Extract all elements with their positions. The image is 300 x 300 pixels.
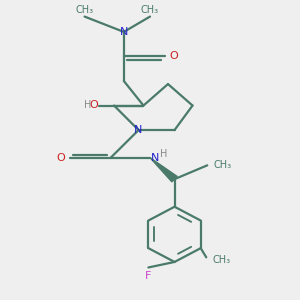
Text: H: H <box>160 149 167 159</box>
Text: O: O <box>169 52 178 61</box>
Text: CH₃: CH₃ <box>141 5 159 15</box>
Text: O: O <box>89 100 98 110</box>
Polygon shape <box>150 158 177 182</box>
Text: H: H <box>84 100 91 110</box>
Text: N: N <box>120 27 128 37</box>
Text: CH₃: CH₃ <box>76 5 94 15</box>
Text: N: N <box>134 125 143 135</box>
Text: O: O <box>56 153 65 163</box>
Text: N: N <box>151 153 159 163</box>
Text: CH₃: CH₃ <box>212 255 230 266</box>
Text: CH₃: CH₃ <box>213 160 231 170</box>
Text: F: F <box>145 271 152 281</box>
